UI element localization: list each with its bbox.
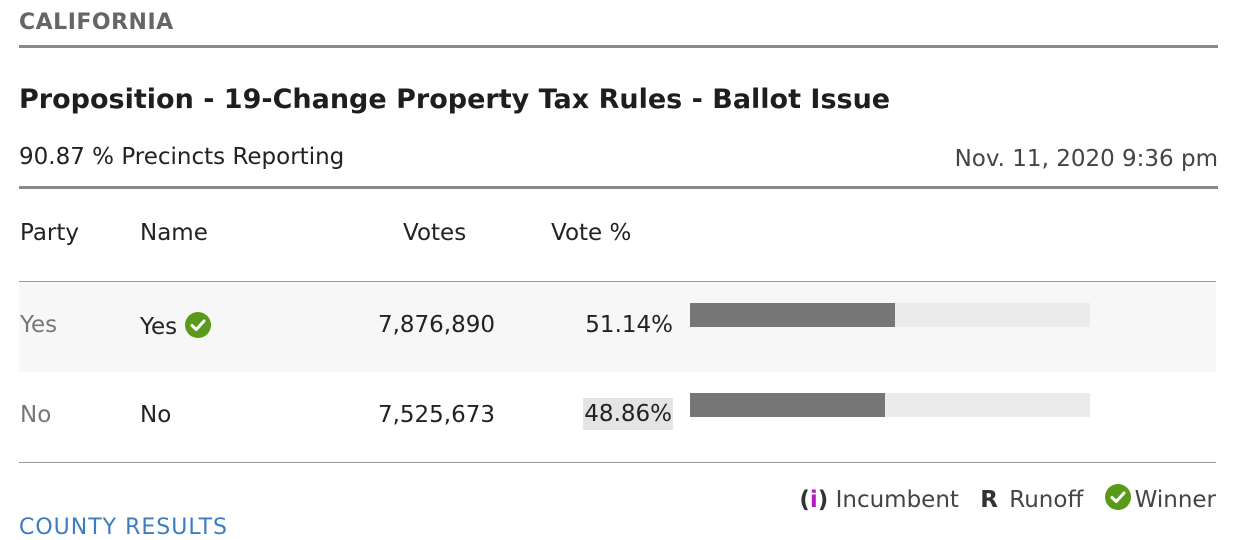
candidate-name: No [140,402,172,428]
header-divider [19,186,1218,189]
incumbent-label: Incumbent [835,487,959,513]
legend-runoff: R Runoff [980,487,1090,513]
last-updated-timestamp: Nov. 11, 2020 9:36 pm [954,146,1218,172]
table-row: No No 7,525,673 48.86% [19,372,1216,462]
vote-share-bar-fill [690,393,886,417]
table-header-divider [19,281,1216,282]
column-header-votes: Votes [403,220,467,246]
column-header-party: Party [20,220,80,246]
vote-pct-cell: 48.86% [583,398,673,430]
column-header-name: Name [140,220,208,246]
state-divider [19,45,1218,48]
votes-cell: 7,876,890 [377,312,495,338]
vote-pct-cell: 51.14% [585,312,673,338]
name-cell: No [140,402,171,428]
incumbent-icon: (i) [799,487,829,513]
candidate-name: Yes [140,314,178,340]
table-row: Yes Yes 7,876,890 51.14% [19,282,1216,372]
party-cell: Yes [20,312,58,338]
legend-incumbent: (i) Incumbent [799,487,966,513]
winner-label: Winner [1134,487,1216,513]
winner-check-icon [1104,484,1131,510]
runoff-icon: R [980,487,998,513]
race-title: Proposition - 19-Change Property Tax Rul… [19,84,891,115]
vote-share-bar [690,393,1090,417]
results-legend: (i) Incumbent R Runoff Winner [785,484,1216,513]
votes-cell: 7,525,673 [377,402,495,428]
state-heading: CALIFORNIA [19,10,174,35]
vote-share-bar [690,303,1090,327]
winner-check-icon [185,312,212,338]
table-bottom-divider [19,462,1216,463]
runoff-label: Runoff [1009,487,1084,513]
party-cell: No [20,402,52,428]
legend-winner: Winner [1104,484,1216,513]
vote-share-bar-fill [690,303,895,327]
column-header-vote-pct: Vote % [551,220,632,246]
name-cell: Yes [140,312,212,340]
precincts-reporting: 90.87 % Precincts Reporting [19,144,345,170]
